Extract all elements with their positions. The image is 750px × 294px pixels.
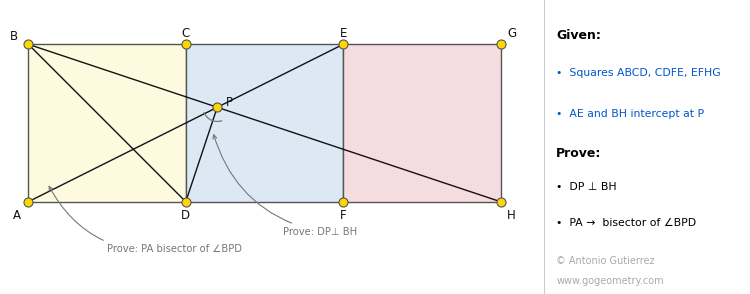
Polygon shape [186, 44, 344, 202]
Text: A: A [13, 209, 21, 222]
Text: Prove: DP⊥ BH: Prove: DP⊥ BH [213, 135, 358, 237]
Text: H: H [507, 209, 516, 222]
Text: G: G [507, 27, 516, 40]
Text: P: P [226, 96, 233, 109]
Text: Given:: Given: [556, 29, 601, 42]
Text: E: E [340, 27, 347, 40]
Text: •  DP ⊥ BH: • DP ⊥ BH [556, 182, 616, 192]
Text: Prove: PA bisector of ∠BPD: Prove: PA bisector of ∠BPD [49, 186, 242, 254]
Polygon shape [344, 44, 501, 202]
Text: F: F [340, 209, 346, 222]
Text: •  Squares ABCD, CDFE, EFHG: • Squares ABCD, CDFE, EFHG [556, 68, 721, 78]
Text: © Antonio Gutierrez: © Antonio Gutierrez [556, 256, 655, 266]
Text: D: D [182, 209, 190, 222]
Text: C: C [182, 27, 190, 40]
Text: www.gogeometry.com: www.gogeometry.com [556, 276, 664, 286]
Text: •  PA →  bisector of ∠BPD: • PA → bisector of ∠BPD [556, 218, 696, 228]
Text: B: B [10, 30, 18, 43]
Polygon shape [28, 44, 186, 202]
Text: •  AE and BH intercept at P: • AE and BH intercept at P [556, 109, 704, 119]
Text: Prove:: Prove: [556, 147, 602, 160]
